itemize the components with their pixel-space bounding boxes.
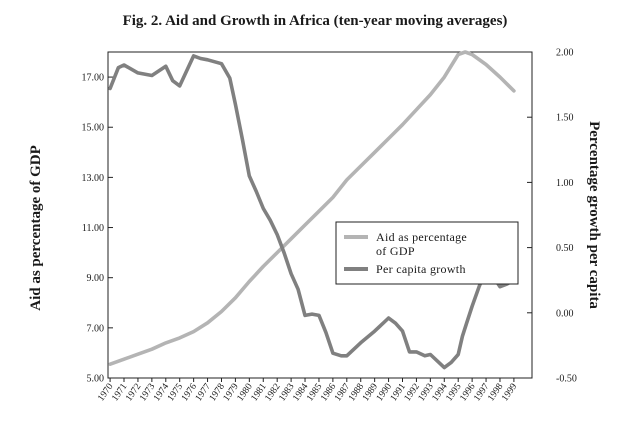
y-right-tick-label: 1.50	[556, 113, 574, 124]
legend-label: of GDP	[376, 244, 415, 258]
y-right-tick-label: -0.50	[556, 374, 577, 385]
y-axis-right-label: Percentage growth per capita	[586, 121, 602, 309]
legend-label: Per capita growth	[376, 262, 466, 276]
y-left-tick-label: 5.00	[87, 374, 105, 385]
series-line-growth	[108, 54, 516, 370]
legend-label: Aid as percentage	[376, 230, 467, 244]
chart-title: Fig. 2. Aid and Growth in Africa (ten-ye…	[123, 13, 508, 29]
series-lines	[108, 50, 516, 370]
plot-frame	[107, 51, 533, 379]
y-left-tick-label: 13.00	[82, 173, 105, 184]
y-right-tick-label: 2.00	[556, 48, 574, 59]
y-axis-left-label: Aid as percentage of GDP	[28, 145, 44, 311]
y-right-tick-label: 0.00	[556, 308, 574, 319]
legend-box	[335, 221, 519, 285]
series-line-aid	[108, 50, 516, 366]
y-left-tick-label: 15.00	[82, 123, 105, 134]
x-tick-label: 1999	[500, 382, 519, 404]
y-right-tick-label: 0.50	[556, 243, 574, 254]
y-left-tick-label: 11.00	[82, 223, 104, 234]
y-left-tick-label: 7.00	[87, 323, 105, 334]
y-right-tick-label: 1.00	[556, 178, 574, 189]
y-left-tick-label: 17.00	[82, 73, 105, 84]
y-left-tick-label: 9.00	[87, 273, 105, 284]
axis-ticks: 5.00 7.00 9.00 11.00 13.00 15.00 17.00 -0.50 0.0…	[82, 48, 577, 404]
